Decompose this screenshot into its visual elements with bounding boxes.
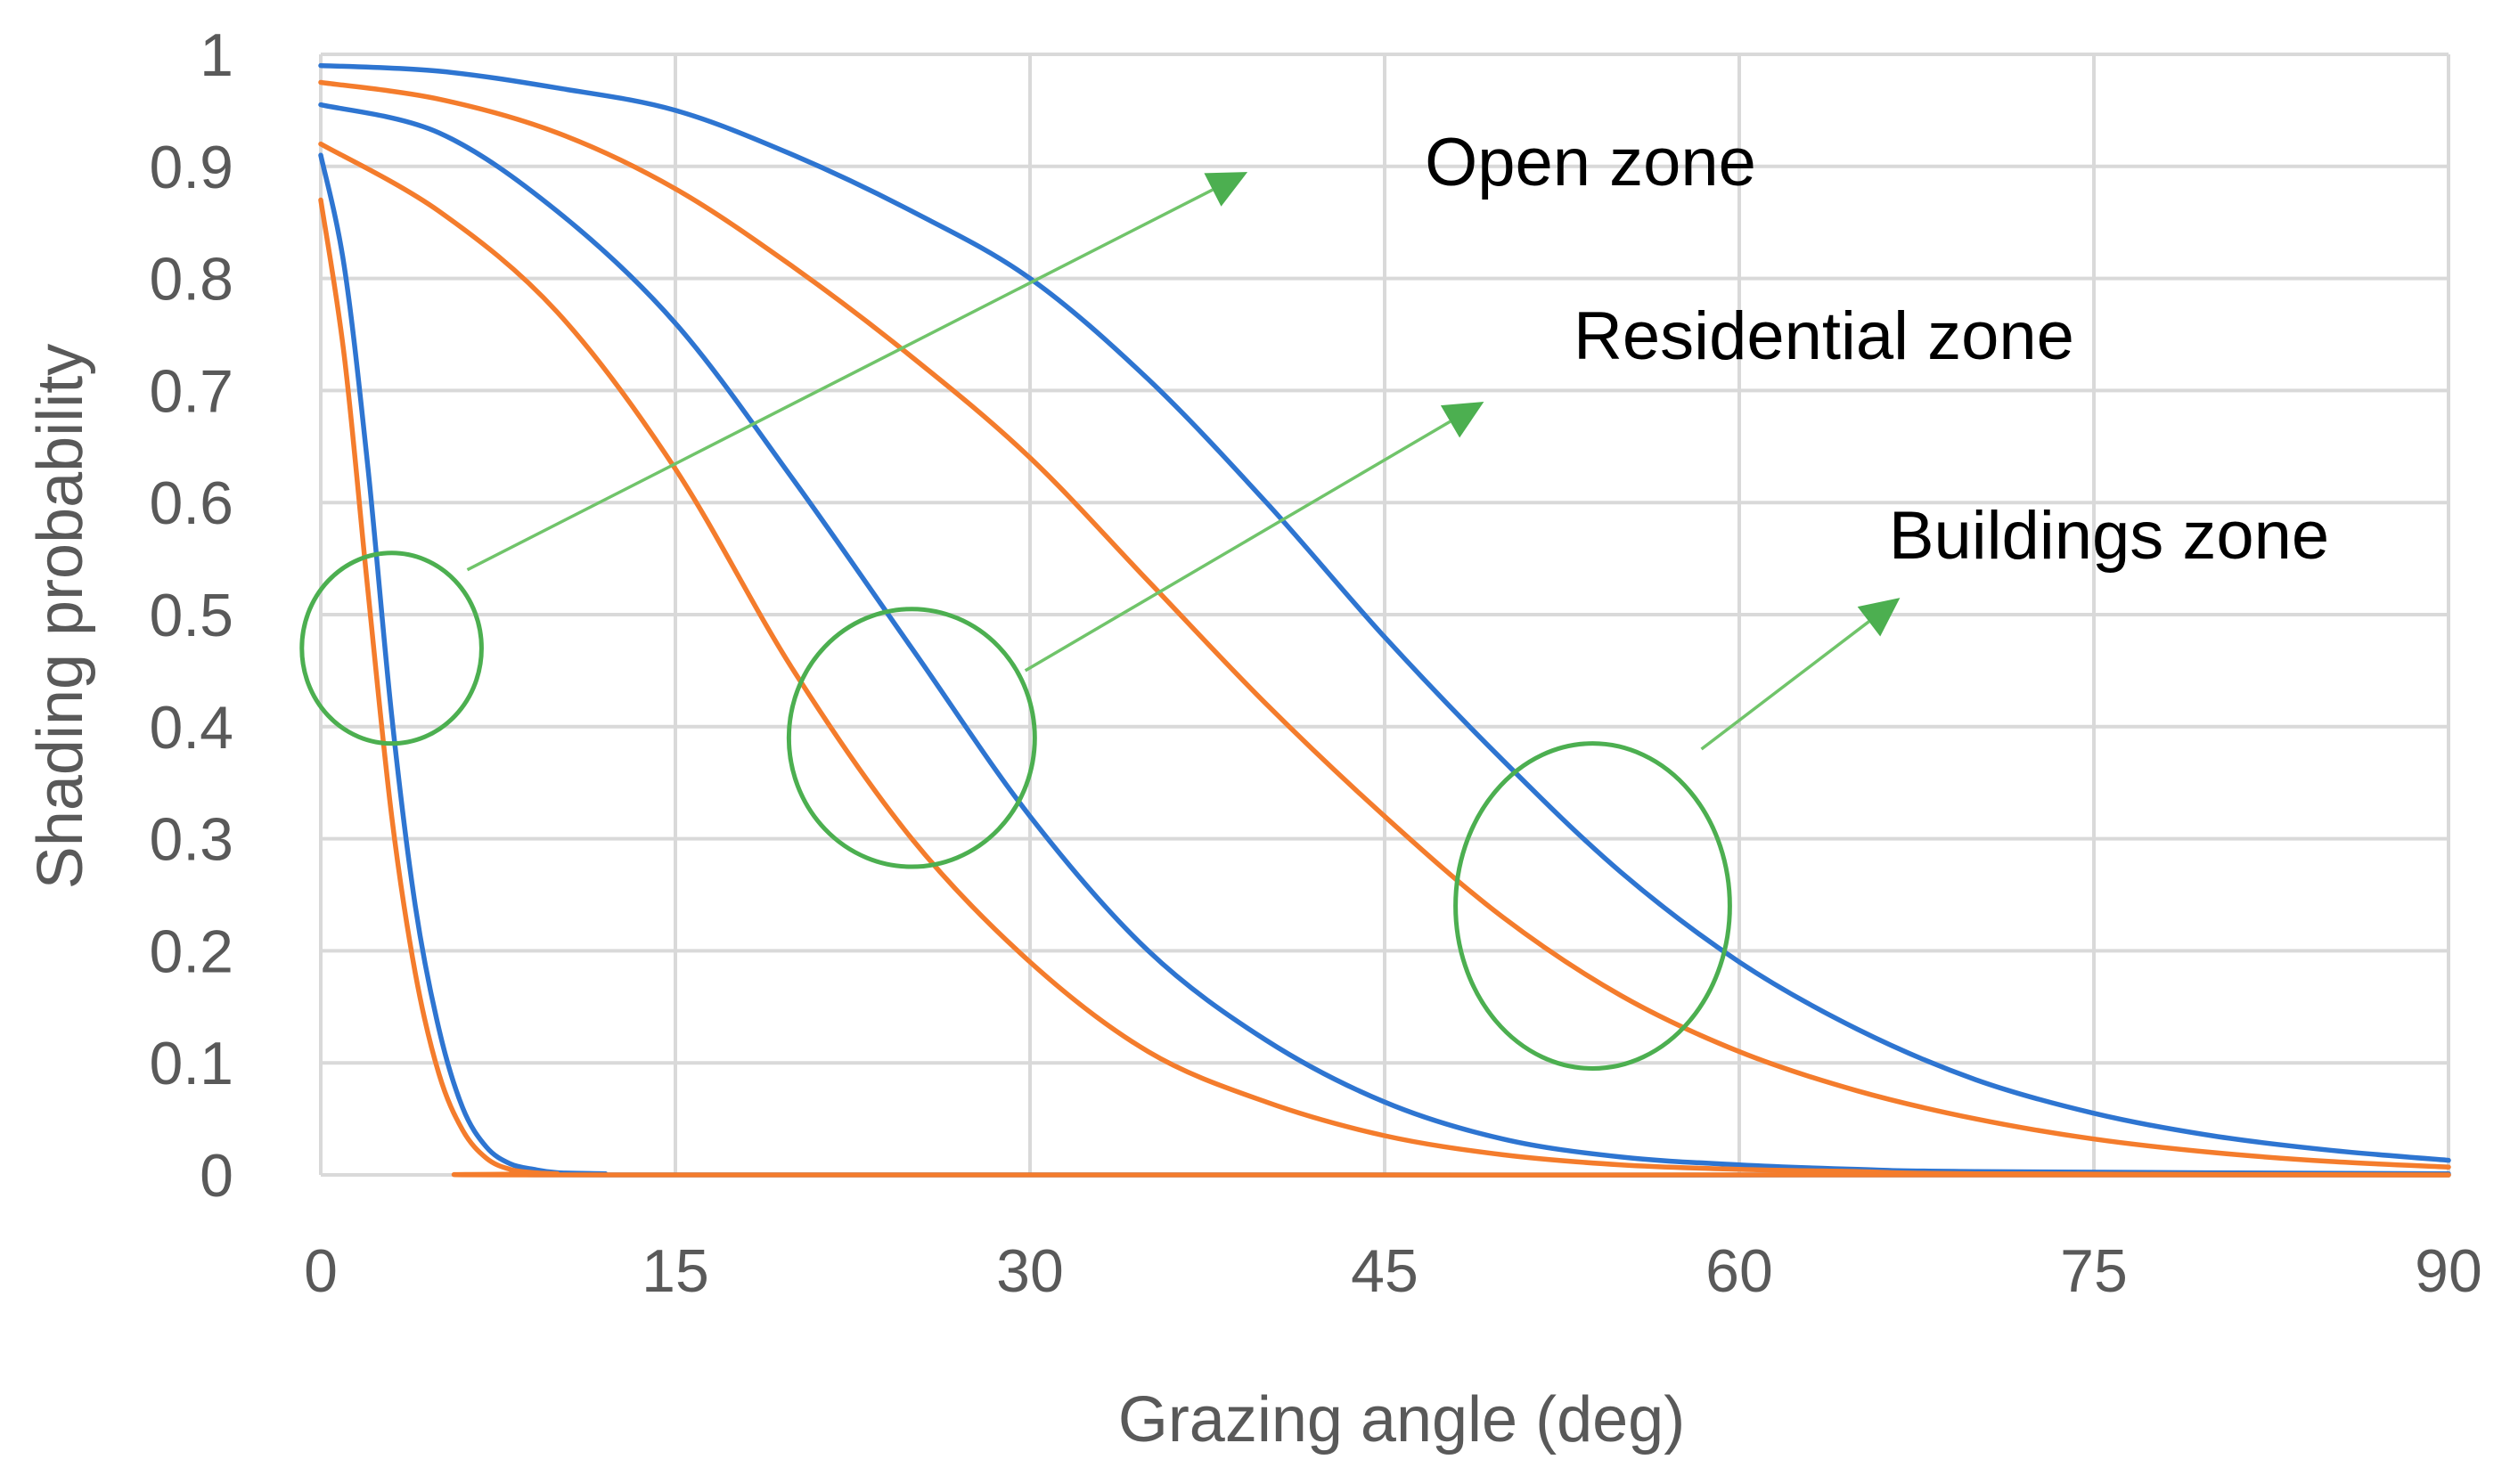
ellipse-residential-zone xyxy=(786,607,1037,869)
y-axis-title: Shading probability xyxy=(25,344,96,889)
annotations: Open zone Residential zone Buildings zone xyxy=(299,125,2329,1071)
y-tick-label: 0.4 xyxy=(149,694,233,762)
arrow-line-buildings-zone xyxy=(1700,620,1870,751)
x-tick-label: 60 xyxy=(1705,1237,1773,1305)
ellipse-open-zone xyxy=(299,550,484,746)
series-line-buildings-zone-blue xyxy=(318,62,2451,1163)
arrow-head-residential-zone xyxy=(1440,402,1484,438)
arrow-head-open-zone xyxy=(1204,172,1248,207)
x-tick-label: 0 xyxy=(304,1237,338,1305)
series-line-residential-zone-orange xyxy=(318,141,2451,1178)
y-tick-label: 0.5 xyxy=(149,582,233,649)
series-lines xyxy=(318,62,2451,1178)
x-tick-label: 15 xyxy=(642,1237,709,1305)
annotation-label-residential-zone: Residential zone xyxy=(1574,298,2074,374)
y-tick-label: 1 xyxy=(200,21,233,89)
arrow-head-buildings-zone xyxy=(1857,598,1901,637)
arrow-line-open-zone xyxy=(466,188,1214,572)
gridlines xyxy=(319,53,2450,1177)
y-tick-label: 0.9 xyxy=(149,134,233,201)
y-tick-label: 0.3 xyxy=(149,806,233,874)
tick-labels: 0 0.1 0.2 0.3 0.4 0.5 0.6 0.7 0.8 0.9 1 0 15 30 45 60 75… xyxy=(149,21,2481,1305)
series-line-buildings-zone-orange xyxy=(318,79,2451,1170)
y-tick-label: 0.8 xyxy=(149,246,233,314)
x-tick-label: 45 xyxy=(1351,1237,1419,1305)
series-line-open-zone-orange xyxy=(318,197,2451,1178)
y-tick-label: 0.7 xyxy=(149,357,233,425)
annotation-label-buildings-zone: Buildings zone xyxy=(1889,498,2329,574)
x-axis-title: Grazing angle (deg) xyxy=(1118,1384,1685,1455)
ellipse-buildings-zone xyxy=(1453,741,1732,1071)
y-tick-label: 0 xyxy=(200,1142,233,1210)
x-tick-label: 90 xyxy=(2415,1237,2482,1305)
x-tick-label: 75 xyxy=(2060,1237,2128,1305)
x-tick-label: 30 xyxy=(996,1237,1064,1305)
y-tick-label: 0.2 xyxy=(149,917,233,985)
y-tick-label: 0.1 xyxy=(149,1030,233,1097)
annotation-label-open-zone: Open zone xyxy=(1425,125,1756,200)
arrow-line-residential-zone xyxy=(1024,420,1451,673)
y-tick-label: 0.6 xyxy=(149,469,233,537)
